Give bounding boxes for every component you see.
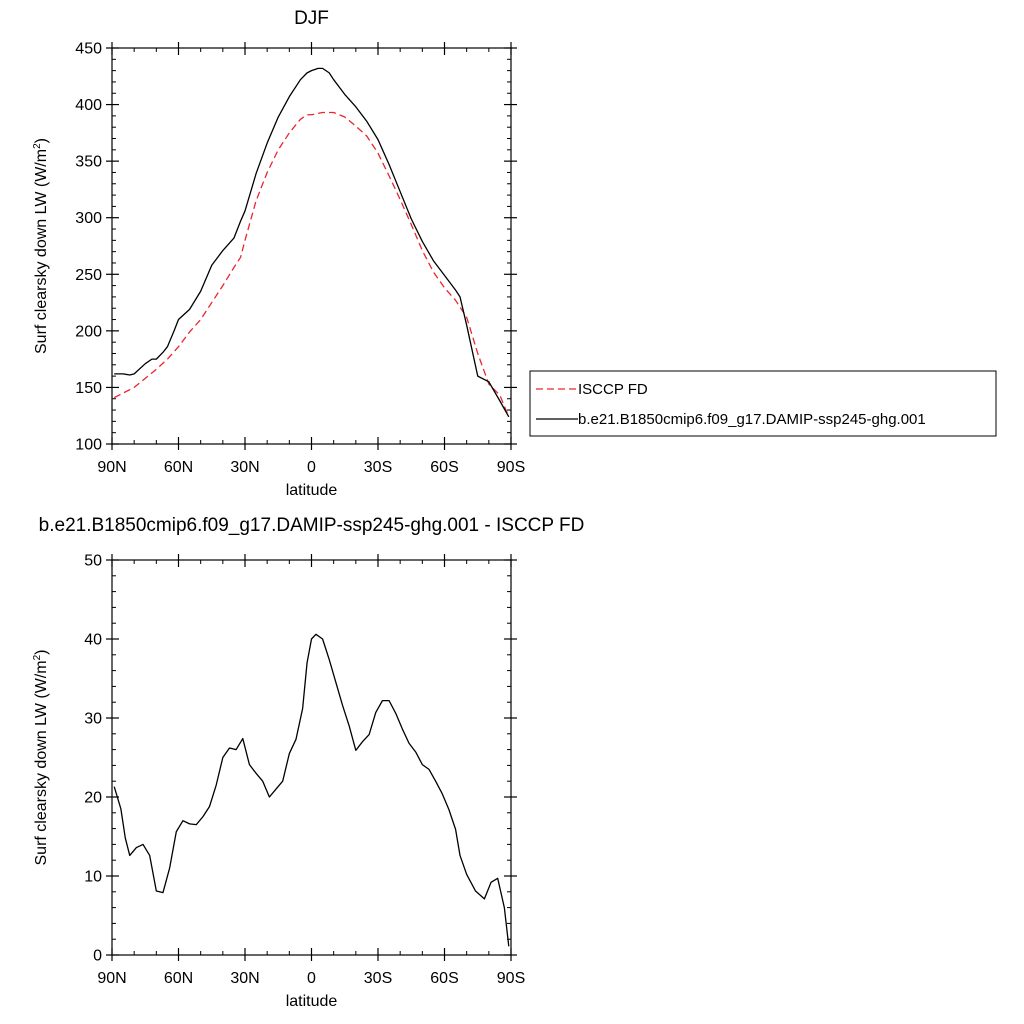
x-tick-label: 90N (97, 459, 126, 476)
y-axis-label-superscript: 2 (32, 654, 43, 660)
y-tick-label: 10 (84, 869, 102, 886)
y-tick-label: 200 (75, 323, 102, 340)
x-axis-label: latitude (286, 482, 338, 499)
x-tick-label: 60N (164, 459, 193, 476)
y-tick-label: 250 (75, 267, 102, 284)
y-tick-label: 50 (84, 553, 102, 570)
y-tick-label: 150 (75, 380, 102, 397)
legend-box (529, 370, 997, 437)
x-tick-label: 60S (430, 970, 458, 987)
y-tick-label: 350 (75, 154, 102, 171)
x-tick-label: 30S (364, 970, 392, 987)
y-axis-label-close: ) (33, 650, 50, 655)
x-tick-label: 60N (164, 970, 193, 987)
chart-title: DJF (294, 8, 329, 29)
x-tick-label: 0 (307, 459, 316, 476)
series-line-model (113, 633, 510, 947)
x-axis-label: latitude (286, 993, 338, 1010)
plot-frame (111, 47, 512, 445)
x-tick-label: 30N (230, 459, 259, 476)
plot-frame (111, 559, 512, 956)
y-tick-label: 300 (75, 210, 102, 227)
chart-title: b.e21.B1850cmip6.f09_g17.DAMIP-ssp245-gh… (39, 515, 585, 536)
y-tick-label: 100 (75, 437, 102, 454)
y-tick-label: 20 (84, 790, 102, 807)
x-tick-label: 30S (364, 459, 392, 476)
x-tick-label: 90S (497, 970, 525, 987)
bottom-panel: b.e21.B1850cmip6.f09_g17.DAMIP-ssp245-gh… (32, 515, 584, 1010)
legend: ISCCP FD b.e21.B1850cmip6.f09_g17.DAMIP-s… (529, 370, 997, 437)
series-line-model (114, 67, 510, 418)
y-axis-label-close: ) (33, 138, 50, 143)
y-tick-label: 40 (84, 632, 102, 649)
y-axis-label: Surf clearsky down LW (W/m2) (32, 650, 50, 866)
top-panel: DJF 100 150 200 250 300 350 400 450 90N 60N 30N 0 30S… (32, 8, 997, 499)
x-tick-label: 90N (97, 970, 126, 987)
y-axis-label-superscript: 2 (32, 143, 43, 149)
y-tick-label: 400 (75, 97, 102, 114)
x-tick-label: 90S (497, 459, 525, 476)
y-axis-label: Surf clearsky down LW (W/m2) (32, 138, 50, 354)
series-line-isccp-fd (113, 111, 510, 418)
y-tick-label: 30 (84, 711, 102, 728)
y-tick-label: 450 (75, 41, 102, 58)
y-axis-label-main: Surf clearsky down LW (W/m (33, 660, 50, 865)
y-axis-label-main: Surf clearsky down LW (W/m (33, 149, 50, 354)
x-tick-label: 60S (430, 459, 458, 476)
legend-entry: ISCCP FD (578, 381, 648, 398)
legend-entry: b.e21.B1850cmip6.f09_g17.DAMIP-ssp245-gh… (578, 411, 926, 428)
x-tick-label: 30N (230, 970, 259, 987)
y-tick-label: 0 (93, 948, 102, 965)
x-tick-label: 0 (307, 970, 316, 987)
